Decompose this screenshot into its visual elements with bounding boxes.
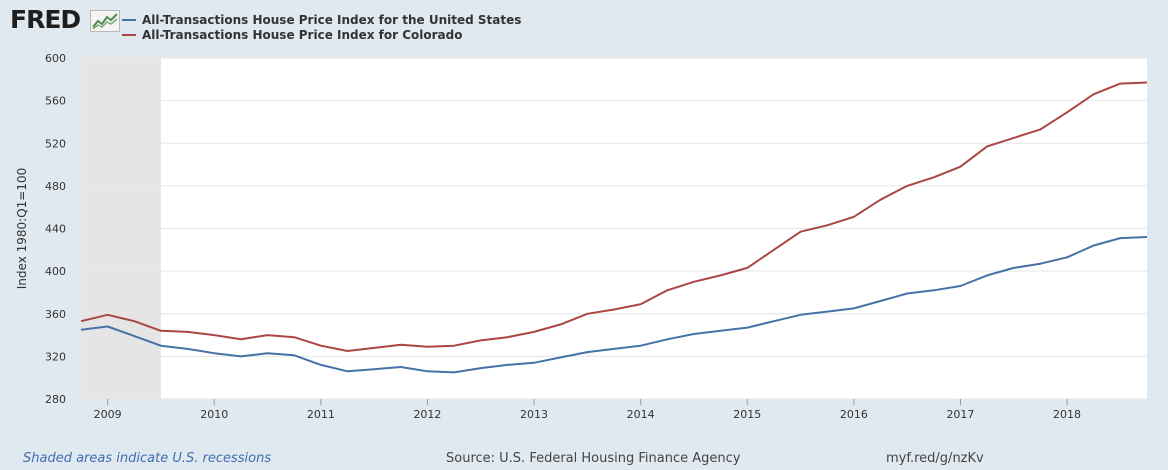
series-lines bbox=[80, 81, 1148, 374]
x-tick-label: 2009 bbox=[94, 408, 122, 421]
fred-logo: FRED bbox=[10, 6, 120, 34]
fred-chart-icon bbox=[90, 10, 120, 32]
x-axis-ticks: 2009 2010 2011 2012 2013 2014 2015 2016 2017 2018 bbox=[94, 399, 1081, 421]
y-axis-label: Index 1980:Q1=100 bbox=[15, 168, 29, 289]
x-tick-label: 2015 bbox=[733, 408, 761, 421]
x-tick-label: 2018 bbox=[1053, 408, 1081, 421]
x-tick-label: 2016 bbox=[840, 408, 868, 421]
legend-item-us[interactable]: All-Transactions House Price Index for t… bbox=[122, 12, 521, 27]
x-tick-label: 2014 bbox=[627, 408, 655, 421]
y-tick-label: 360 bbox=[45, 308, 66, 321]
x-tick-label: 2013 bbox=[520, 408, 548, 421]
y-tick-label: 600 bbox=[45, 52, 66, 65]
legend-item-colorado[interactable]: All-Transactions House Price Index for C… bbox=[122, 27, 521, 42]
x-tick-label: 2010 bbox=[200, 408, 228, 421]
legend-label-colorado: All-Transactions House Price Index for C… bbox=[142, 27, 463, 42]
y-tick-label: 440 bbox=[45, 223, 66, 236]
recession-note[interactable]: Shaded areas indicate U.S. recessions bbox=[23, 451, 272, 466]
short-link[interactable]: myf.red/g/nzKv bbox=[886, 451, 984, 466]
chart-legend: All-Transactions House Price Index for t… bbox=[122, 12, 521, 42]
legend-swatch-colorado bbox=[122, 33, 136, 36]
fred-logo-text: FRED bbox=[10, 5, 81, 34]
x-tick-label: 2011 bbox=[307, 408, 335, 421]
y-tick-label: 480 bbox=[45, 180, 66, 193]
x-tick-label: 2017 bbox=[946, 408, 974, 421]
y-axis-ticks: 280 320 360 400 440 480 520 560 600 bbox=[45, 52, 66, 406]
grid-lines bbox=[81, 57, 1147, 400]
legend-label-us: All-Transactions House Price Index for t… bbox=[142, 12, 522, 27]
series-line-us[interactable] bbox=[80, 236, 1148, 374]
legend-swatch-us bbox=[122, 18, 136, 21]
series-line-colorado[interactable] bbox=[80, 81, 1148, 352]
y-tick-label: 320 bbox=[45, 350, 66, 363]
line-chart: 280 320 360 400 440 480 520 560 600 2009 2010 2011… bbox=[15, 52, 1148, 421]
y-tick-label: 400 bbox=[45, 265, 66, 278]
y-tick-label: 280 bbox=[45, 393, 66, 406]
x-tick-label: 2012 bbox=[413, 408, 441, 421]
y-tick-label: 520 bbox=[45, 137, 66, 150]
y-tick-label: 560 bbox=[45, 95, 66, 108]
source-text: Source: U.S. Federal Housing Finance Age… bbox=[446, 451, 741, 466]
